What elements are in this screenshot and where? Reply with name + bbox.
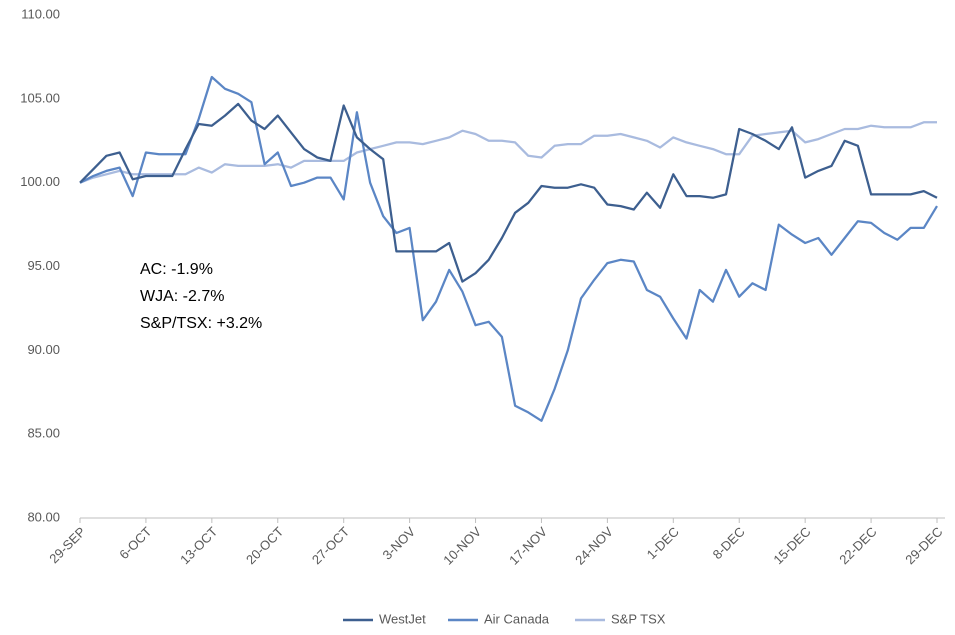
x-tick-label: 10-NOV	[440, 524, 484, 568]
x-tick-label: 27-OCT	[309, 524, 352, 567]
legend-label: WestJet	[379, 611, 426, 626]
y-tick-label: 95.00	[27, 258, 60, 273]
legend-label: Air Canada	[484, 611, 550, 626]
annotation: WJA: -2.7%	[140, 288, 224, 305]
x-tick-label: 13-OCT	[177, 524, 220, 567]
y-tick-label: 100.00	[20, 174, 60, 189]
series-line	[79, 75, 938, 422]
x-tick-label: 8-DEC	[710, 524, 748, 562]
y-tick-label: 90.00	[27, 342, 60, 357]
x-tick-label: 20-OCT	[243, 524, 286, 567]
x-tick-label: 6-OCT	[116, 524, 154, 562]
annotation: AC: -1.9%	[140, 261, 213, 278]
x-tick-label: 15-DEC	[770, 524, 813, 567]
x-tick-label: 1-DEC	[644, 524, 682, 562]
x-tick-label: 22-DEC	[836, 524, 879, 567]
annotation: S&P/TSX: +3.2%	[140, 315, 262, 332]
x-tick-label: 24-NOV	[572, 524, 616, 568]
series-line	[79, 102, 938, 283]
y-tick-label: 110.00	[21, 6, 60, 21]
x-tick-label: 29-SEP	[46, 524, 88, 566]
legend-label: S&P TSX	[611, 611, 666, 626]
x-tick-label: 3-NOV	[379, 524, 418, 563]
y-tick-label: 105.00	[20, 90, 60, 105]
x-tick-label: 29-DEC	[902, 524, 945, 567]
y-tick-label: 80.00	[27, 509, 60, 524]
y-tick-label: 85.00	[27, 426, 60, 441]
x-tick-label: 17-NOV	[506, 524, 550, 568]
series-line	[79, 121, 937, 184]
